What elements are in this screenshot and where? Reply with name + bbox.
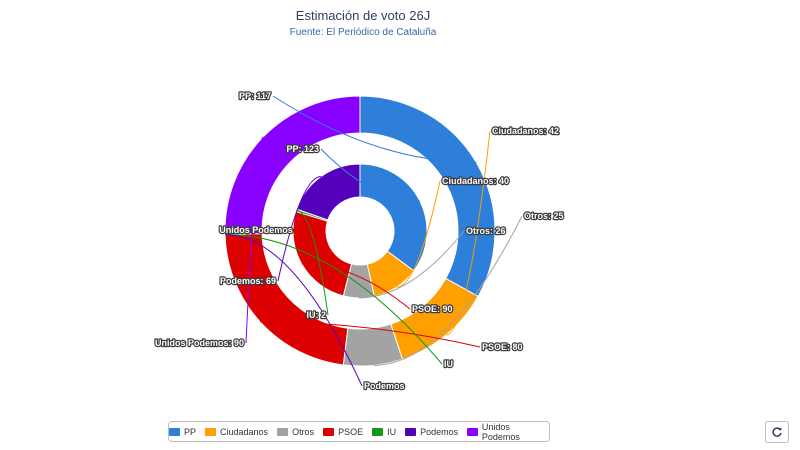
legend-item-psoe[interactable]: PSOE bbox=[323, 427, 363, 437]
inner-ciudadanos-connector bbox=[396, 180, 441, 288]
connector-lines bbox=[225, 95, 523, 387]
legend-item-ciudadanos[interactable]: Ciudadanos bbox=[205, 427, 268, 437]
inner-podemos-slice[interactable] bbox=[296, 163, 361, 221]
legend-item-otros[interactable]: Otros bbox=[277, 427, 314, 437]
inner-otros-label: Otros: 26 bbox=[466, 226, 506, 236]
outer-pp-label: PP: 117 bbox=[239, 91, 271, 101]
legend-label: IU bbox=[387, 426, 397, 437]
legend-swatch bbox=[277, 427, 289, 436]
outer-psoe-label: PSOE: 80 bbox=[482, 342, 523, 352]
legend-swatch bbox=[372, 427, 384, 436]
inner-pp-label: PP: 123 bbox=[286, 144, 319, 154]
inner-otros-connector bbox=[358, 230, 465, 299]
outer-ciudadanos-label: Ciudadanos: 42 bbox=[492, 126, 559, 136]
outer-psoe-connector bbox=[259, 321, 481, 348]
legend-swatch bbox=[405, 427, 417, 436]
inner-podemos-connector bbox=[277, 175, 322, 282]
outer-pp-connector bbox=[272, 95, 477, 163]
outer-otros-label: Otros: 25 bbox=[524, 211, 564, 221]
outer-unidos-podemos-label: Unidos Podemos: 90 bbox=[155, 338, 244, 348]
legend-swatch bbox=[169, 427, 180, 436]
chart-subtitle: Fuente: El Periódico de Cataluña bbox=[289, 27, 437, 38]
outer-iu-connector bbox=[225, 234, 443, 365]
inner-ciudadanos-label: Ciudadanos: 40 bbox=[442, 176, 509, 186]
refresh-icon bbox=[772, 427, 782, 437]
inner-podemos-label: Podemos: 69 bbox=[220, 276, 276, 286]
legend-label: Podemos bbox=[420, 426, 459, 437]
legend-item-iu[interactable]: IU bbox=[372, 427, 396, 437]
inner-iu-label: IU: 2 bbox=[306, 310, 326, 320]
legend-swatch bbox=[467, 427, 478, 436]
legend-label: PP bbox=[184, 426, 197, 437]
legend-item-unidos-podemos[interactable]: Unidos Podemos bbox=[467, 422, 549, 442]
inner-psoe-label: PSOE: 90 bbox=[412, 304, 453, 314]
chart-title: Estimación de voto 26J bbox=[295, 8, 431, 23]
data-labels: PP: 123 Ciudadanos: 40 Otros: 26 PSOE: 90 IU… bbox=[154, 90, 565, 392]
outer-iu-label: IU bbox=[444, 359, 453, 369]
outer-podemos-connector bbox=[225, 234, 363, 387]
outer-podemos-label: Podemos bbox=[364, 381, 405, 391]
legend-item-pp[interactable]: PP bbox=[169, 427, 196, 437]
refresh-button[interactable] bbox=[765, 421, 789, 443]
outer-ciudadanos-slice[interactable] bbox=[390, 277, 479, 360]
donut-chart: PP: 123 Ciudadanos: 40 Otros: 26 PSOE: 90 IU… bbox=[154, 90, 565, 392]
legend-label: Otros bbox=[292, 426, 315, 437]
inner-pp-slice[interactable] bbox=[359, 163, 428, 272]
outer-unidos-podemos-connector bbox=[245, 136, 264, 344]
chart-legend: PP Ciudadanos Otros PSOE IU Podemos Unidos Pod… bbox=[168, 421, 550, 442]
outer-unidos-podemos-slice[interactable] bbox=[224, 95, 361, 236]
inner-iu-connector bbox=[296, 209, 329, 316]
legend-label: Ciudadanos bbox=[220, 426, 269, 437]
inner-unidos-podemos-label: Unidos Podemos bbox=[219, 225, 293, 235]
outer-otros-connector bbox=[373, 215, 523, 366]
legend-label: Unidos Podemos bbox=[481, 421, 520, 442]
inner-pp-connector bbox=[320, 148, 420, 202]
legend-swatch bbox=[205, 427, 217, 436]
slices bbox=[224, 95, 496, 367]
inner-psoe-connector bbox=[301, 263, 411, 310]
legend-label: PSOE bbox=[338, 426, 364, 437]
legend-item-podemos[interactable]: Podemos bbox=[405, 427, 458, 437]
legend-swatch bbox=[323, 427, 335, 436]
outer-ciudadanos-connector bbox=[446, 130, 491, 336]
